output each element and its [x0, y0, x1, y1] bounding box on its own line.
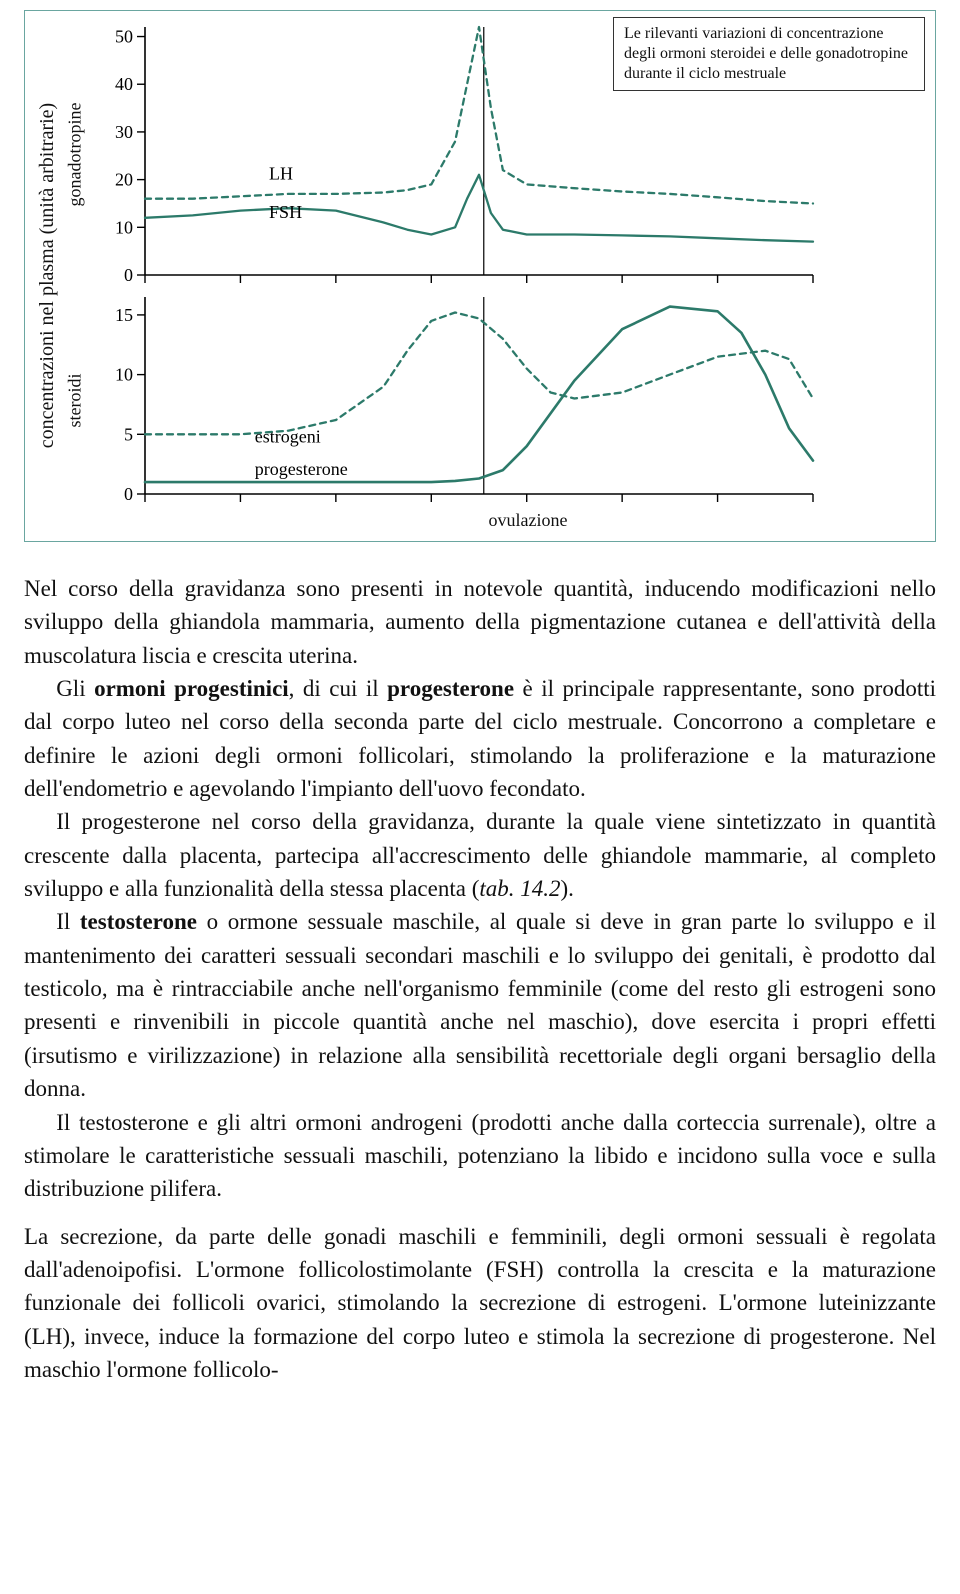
paragraph-2: Gli ormoni progestinici, di cui il proge…	[24, 672, 936, 805]
lower-panel-sublabel: steroidi	[61, 293, 89, 508]
svg-text:5: 5	[124, 424, 133, 444]
paragraph-1: Nel corso della gravidanza sono presenti…	[24, 572, 936, 672]
figure-caption-text: Le rilevanti variazioni di concentrazion…	[624, 25, 908, 82]
svg-text:LH: LH	[269, 164, 293, 184]
steroids-chart: 0 5 10 15 estrogeni progesterone	[89, 293, 829, 508]
paragraph-6: La secrezione, da parte delle gonadi mas…	[24, 1220, 936, 1387]
paragraph-3: Il progesterone nel corso della gravidan…	[24, 805, 936, 905]
svg-text:estrogeni: estrogeni	[255, 427, 321, 447]
svg-text:FSH: FSH	[269, 202, 302, 222]
svg-text:20: 20	[115, 170, 133, 190]
ovulation-label: ovulazione	[131, 510, 925, 531]
svg-text:30: 30	[115, 122, 133, 142]
figure-frame: Le rilevanti variazioni di concentrazion…	[24, 10, 936, 542]
svg-text:0: 0	[124, 484, 133, 504]
svg-text:0: 0	[124, 265, 133, 285]
paragraph-4: Il testosterone o ormone sessuale maschi…	[24, 905, 936, 1105]
svg-text:40: 40	[115, 74, 133, 94]
svg-text:15: 15	[115, 305, 133, 325]
svg-text:50: 50	[115, 27, 133, 47]
paragraph-5: Il testosterone e gli altri ormoni andro…	[24, 1106, 936, 1206]
svg-text:progesterone: progesterone	[255, 459, 348, 479]
svg-text:10: 10	[115, 365, 133, 385]
y-axis-master-label: concentrazioni nel plasma (unità arbitra…	[35, 19, 61, 531]
figure-caption-box: Le rilevanti variazioni di concentrazion…	[613, 17, 925, 91]
page: Le rilevanti variazioni di concentrazion…	[0, 10, 960, 1426]
body-text: Nel corso della gravidanza sono presenti…	[24, 572, 936, 1386]
svg-text:10: 10	[115, 217, 133, 237]
upper-panel-sublabel: gonadotropine	[61, 19, 89, 289]
